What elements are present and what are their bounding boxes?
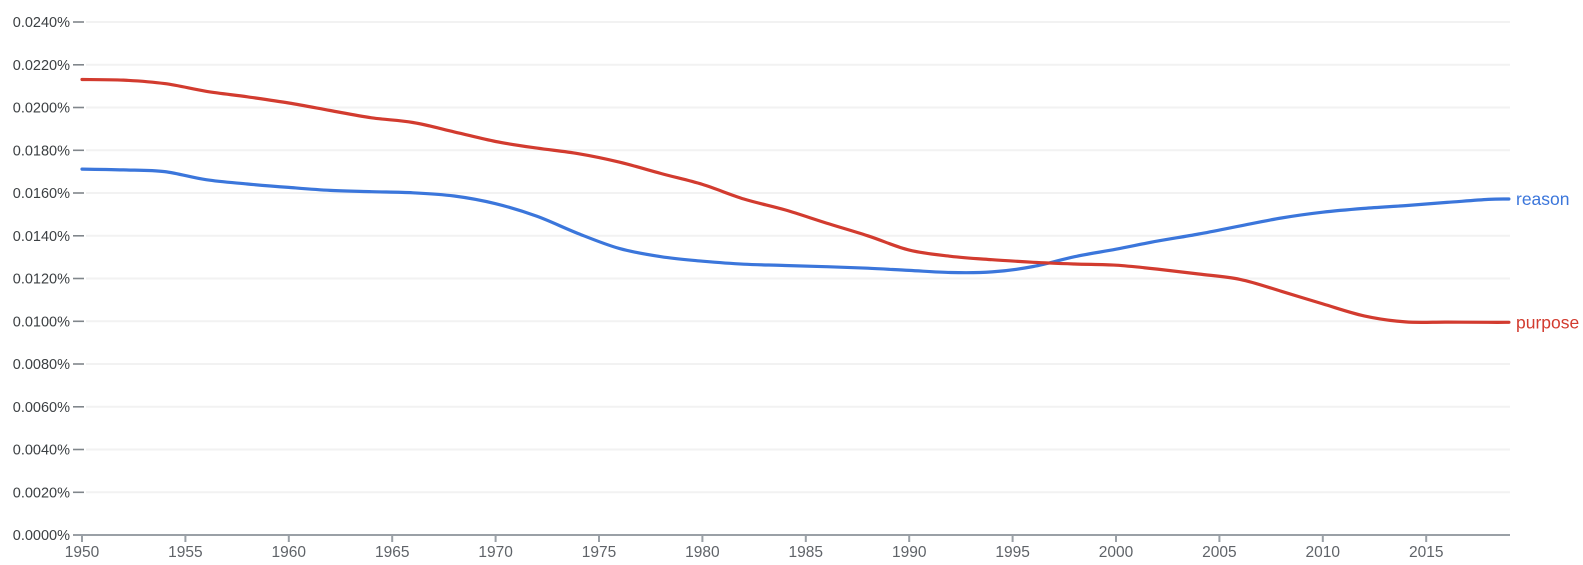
- y-axis-tick-label: 0.0160%: [13, 186, 70, 202]
- x-axis-tick-label: 1995: [995, 544, 1029, 561]
- x-axis-tick-label: 2015: [1409, 544, 1443, 561]
- purpose-line[interactable]: [80, 77, 1511, 324]
- reason-line[interactable]: [80, 167, 1511, 275]
- y-axis-tick-label: 0.0020%: [13, 485, 70, 501]
- y-axis-tick-label: 0.0200%: [13, 101, 70, 117]
- x-axis-tick-label: 1965: [375, 544, 409, 561]
- x-axis-tick-label: 1990: [892, 544, 927, 561]
- y-axis-tick-label: 0.0080%: [13, 357, 70, 373]
- x-axis-tick-label: 1975: [582, 544, 616, 561]
- y-axis-labels-layer: 0.0000% 0.0020% 0.0040% 0.0060% 0.0080% 0.010…: [13, 15, 70, 544]
- series-lines-layer: [80, 77, 1511, 324]
- x-axis-tick-label: 1970: [478, 544, 513, 561]
- y-axis-tick-label: 0.0100%: [13, 314, 70, 330]
- x-axis-tick-label: 1980: [685, 544, 720, 561]
- x-axis-tick-label: 1950: [65, 544, 100, 561]
- y-axis-ticks-layer: [73, 21, 84, 536]
- x-axis-layer: [75, 534, 1510, 542]
- series-end-label-reason[interactable]: reason: [1516, 189, 1570, 209]
- gridlines-layer: [86, 21, 1510, 494]
- y-axis-tick-label: 0.0220%: [13, 58, 70, 74]
- y-axis-tick-label: 0.0180%: [13, 143, 70, 159]
- x-axis-tick-label: 1960: [272, 544, 307, 561]
- x-axis-tick-label: 2005: [1202, 544, 1236, 561]
- x-axis-tick-label: 2010: [1306, 544, 1341, 561]
- x-axis-tick-label: 2000: [1099, 544, 1134, 561]
- y-axis-tick-label: 0.0000%: [13, 528, 70, 544]
- x-axis-labels-layer: 1950 1955 1960 1965 1970 1975 1980 1985 1990 1995…: [65, 544, 1444, 561]
- y-axis-tick-label: 0.0060%: [13, 400, 70, 416]
- x-axis-tick-label: 1985: [789, 544, 823, 561]
- y-axis-tick-label: 0.0240%: [13, 15, 70, 31]
- y-axis-tick-label: 0.0140%: [13, 229, 70, 245]
- y-axis-tick-label: 0.0120%: [13, 272, 70, 288]
- y-axis-tick-label: 0.0040%: [13, 443, 70, 459]
- x-axis-tick-label: 1955: [168, 544, 202, 561]
- series-end-label-purpose[interactable]: purpose: [1516, 312, 1579, 332]
